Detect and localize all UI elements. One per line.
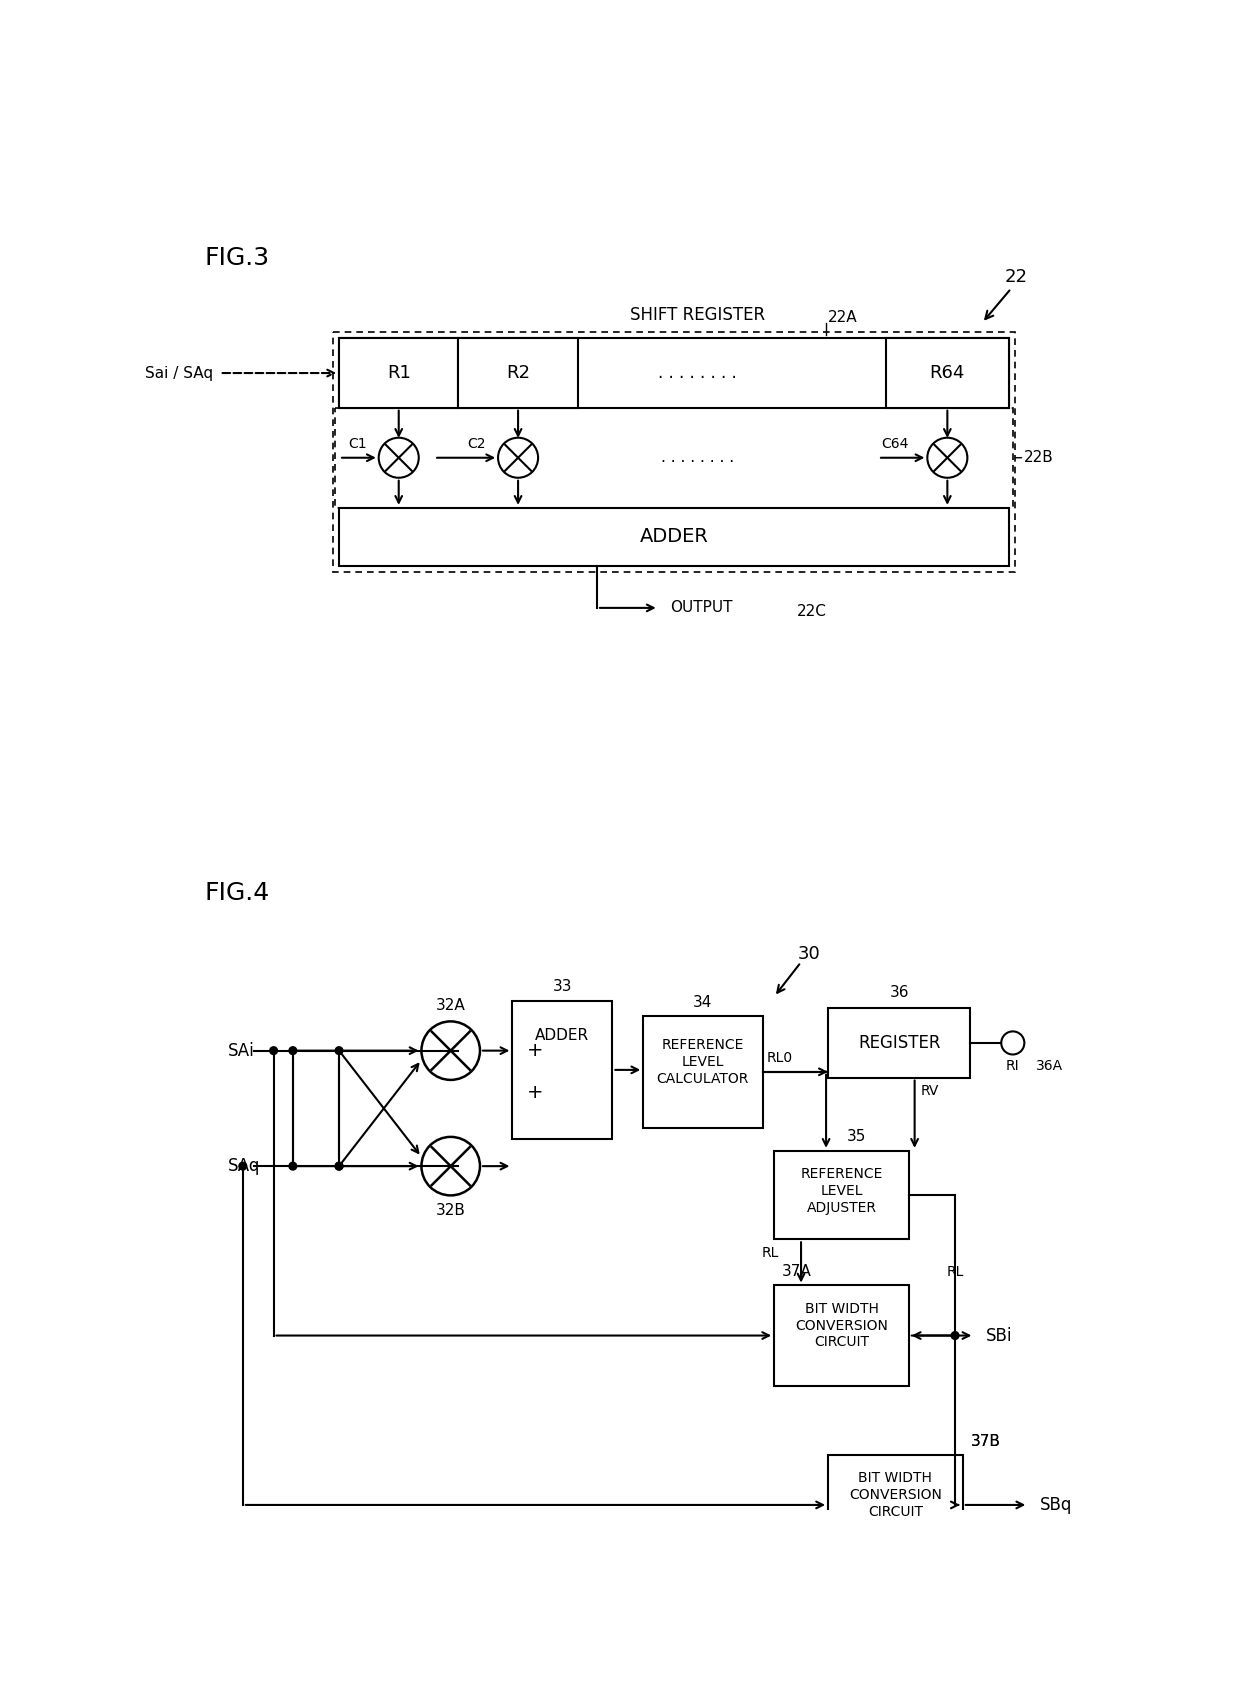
Text: RV: RV <box>921 1084 939 1098</box>
Text: Sai / SAq: Sai / SAq <box>145 365 213 380</box>
Text: ADJUSTER: ADJUSTER <box>806 1201 877 1215</box>
Circle shape <box>378 438 419 479</box>
Text: 22C: 22C <box>797 604 827 619</box>
Text: REGISTER: REGISTER <box>858 1033 940 1052</box>
Circle shape <box>498 438 538 479</box>
Text: RL: RL <box>763 1246 780 1261</box>
Text: 36A: 36A <box>1035 1059 1063 1073</box>
Bar <box>828 1008 971 1078</box>
Text: LEVEL: LEVEL <box>820 1185 863 1198</box>
Text: OUTPUT: OUTPUT <box>670 601 733 616</box>
Text: 22A: 22A <box>828 311 858 326</box>
Circle shape <box>270 1047 278 1054</box>
Text: 34: 34 <box>693 994 713 1010</box>
Text: SAq: SAq <box>227 1157 259 1174</box>
Bar <box>335 407 1013 507</box>
Text: SAi: SAi <box>227 1042 254 1059</box>
Text: 37B: 37B <box>971 1434 1001 1449</box>
Text: CONVERSION: CONVERSION <box>849 1488 942 1502</box>
Text: R1: R1 <box>387 365 410 382</box>
Bar <box>828 1454 962 1554</box>
Circle shape <box>289 1047 296 1054</box>
Text: ADDER: ADDER <box>640 528 708 546</box>
Text: . . . . . . . .: . . . . . . . . <box>657 365 737 382</box>
Text: CONVERSION: CONVERSION <box>795 1319 888 1332</box>
Circle shape <box>335 1047 343 1054</box>
Circle shape <box>335 1162 343 1169</box>
Bar <box>339 338 1009 407</box>
Text: REFERENCE: REFERENCE <box>662 1039 744 1052</box>
Text: FIG.4: FIG.4 <box>205 881 269 905</box>
Text: CIRCUIT: CIRCUIT <box>868 1505 923 1519</box>
Text: FIG.3: FIG.3 <box>205 246 269 270</box>
Text: CALCULATOR: CALCULATOR <box>657 1073 749 1086</box>
Text: C1: C1 <box>347 436 366 451</box>
Text: BIT WIDTH: BIT WIDTH <box>858 1471 932 1485</box>
Circle shape <box>422 1022 480 1079</box>
Text: 22B: 22B <box>1024 450 1054 465</box>
Text: CIRCUIT: CIRCUIT <box>813 1336 869 1349</box>
Text: . . . . . . . .: . . . . . . . . <box>661 450 734 465</box>
Text: R2: R2 <box>506 365 529 382</box>
Text: LEVEL: LEVEL <box>682 1056 724 1069</box>
Text: 32A: 32A <box>435 998 465 1013</box>
Text: ADDER: ADDER <box>536 1028 589 1042</box>
Text: RL: RL <box>946 1264 963 1278</box>
Text: +: + <box>527 1083 543 1103</box>
Text: 33: 33 <box>553 979 572 994</box>
Circle shape <box>1001 1032 1024 1054</box>
Circle shape <box>928 438 967 479</box>
Bar <box>339 507 1009 565</box>
Text: C64: C64 <box>882 436 909 451</box>
Text: 36: 36 <box>889 986 909 1001</box>
Text: 32B: 32B <box>435 1203 466 1218</box>
Circle shape <box>289 1162 296 1169</box>
Text: 37B: 37B <box>971 1434 1001 1449</box>
Text: R64: R64 <box>930 365 965 382</box>
Text: SBi: SBi <box>986 1327 1012 1344</box>
Text: BIT WIDTH: BIT WIDTH <box>805 1302 878 1315</box>
Bar <box>459 338 578 407</box>
Text: SBq: SBq <box>1040 1497 1073 1514</box>
Bar <box>774 1151 909 1239</box>
Text: RI: RI <box>1006 1059 1019 1073</box>
Bar <box>774 1286 909 1385</box>
Text: 37A: 37A <box>781 1264 811 1280</box>
Bar <box>885 338 1009 407</box>
Bar <box>332 333 1016 572</box>
Text: SHIFT REGISTER: SHIFT REGISTER <box>630 305 765 324</box>
Text: 30: 30 <box>797 945 820 964</box>
Bar <box>339 338 459 407</box>
Text: 35: 35 <box>847 1130 867 1144</box>
Text: C2: C2 <box>467 436 486 451</box>
Text: +: + <box>527 1042 543 1061</box>
Text: RL0: RL0 <box>766 1050 792 1066</box>
Circle shape <box>239 1162 247 1169</box>
Bar <box>512 1001 613 1139</box>
Bar <box>644 1017 763 1127</box>
Text: REFERENCE: REFERENCE <box>800 1168 883 1181</box>
Text: 22: 22 <box>1006 268 1028 285</box>
Circle shape <box>335 1162 343 1169</box>
Circle shape <box>422 1137 480 1195</box>
Circle shape <box>951 1332 959 1339</box>
